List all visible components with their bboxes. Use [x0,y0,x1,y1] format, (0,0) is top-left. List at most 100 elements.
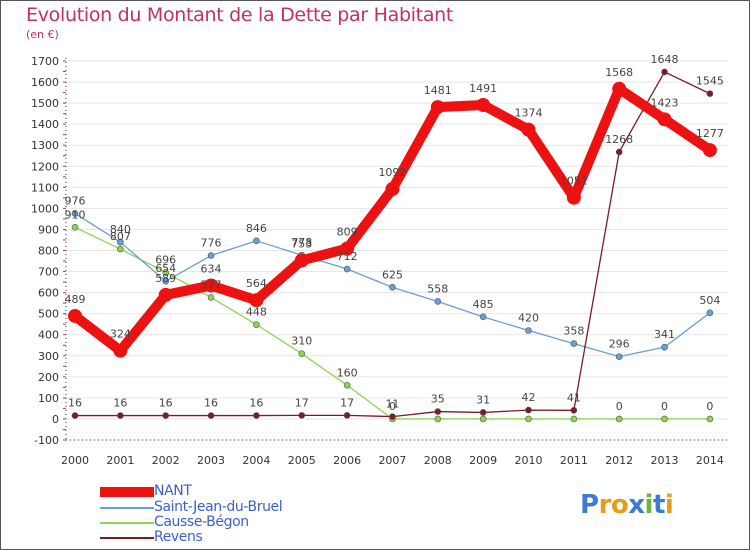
data-point-revens-2014 [706,90,714,97]
data-point-nant-2013 [657,112,672,127]
x-tick-label-4: 2004 [242,454,270,467]
data-label-saint-jean-du-bruel-2010: 420 [518,312,539,325]
y-tick-label-13: 1200 [31,160,59,173]
data-label-nant-2012: 1568 [605,66,633,79]
logo-letter: r [598,490,612,520]
data-point-revens-2004 [253,412,260,419]
data-label-revens-2000: 16 [68,397,82,410]
data-point-causse-begon-2009 [479,415,487,423]
data-label-causse-begon-2014: 0 [706,400,713,413]
data-label-revens-2007: 11 [385,398,399,411]
x-tick-label-9: 2009 [469,454,497,467]
data-point-causse-begon-2004 [253,321,260,328]
data-label-revens-2003: 16 [204,397,218,410]
data-label-revens-2012: 1268 [605,133,633,146]
data-point-causse-begon-2006 [343,381,351,389]
legend-swatch-revens [100,537,154,539]
x-tick-label-5: 2005 [288,454,316,467]
data-point-saint-jean-du-bruel-2012 [615,353,623,360]
x-tick-label-8: 2008 [424,454,452,467]
data-point-saint-jean-du-bruel-2000 [71,210,79,217]
data-point-nant-2012 [612,81,627,96]
data-label-nant-2007: 1092 [378,166,406,179]
data-point-revens-2013 [661,68,668,76]
x-tick-label-10: 2010 [515,454,543,467]
y-tick-label-8: 700 [38,266,59,279]
y-tick-label-5: 400 [38,329,59,342]
data-label-nant-2002: 589 [155,272,176,285]
data-point-nant-2000 [68,308,82,323]
legend-swatch-nant [100,487,154,497]
data-point-revens-2009 [479,409,487,416]
data-label-saint-jean-du-bruel-2001: 840 [110,223,131,236]
data-label-nant-2013: 1423 [651,96,679,109]
data-point-nant-2009 [476,98,491,113]
data-label-nant-2008: 1481 [424,84,452,97]
data-point-revens-2000 [71,412,79,419]
legend-swatch-saint-jean [100,507,154,509]
chart-title: Evolution du Montant de la Dette par Hab… [26,4,454,26]
data-point-revens-2010 [525,406,532,414]
data-label-causse-begon-2003: 577 [201,278,222,291]
x-tick-label-2: 2002 [152,454,180,467]
data-label-revens-2006: 17 [340,396,354,409]
data-point-causse-begon-2011 [570,415,578,423]
data-label-saint-jean-du-bruel-2002: 654 [155,262,176,275]
data-point-saint-jean-du-bruel-2006 [343,265,351,273]
data-label-nant-2000: 489 [65,293,86,306]
legend-label-revens: Revens [154,529,203,545]
data-label-saint-jean-du-bruel-2007: 625 [382,268,403,281]
data-label-saint-jean-du-bruel-2009: 485 [473,298,494,311]
y-tick-label-7: 600 [38,287,59,300]
data-point-revens-2003 [207,412,215,419]
x-tick-label-7: 2007 [378,454,406,467]
data-point-saint-jean-du-bruel-2002 [162,277,169,285]
data-label-saint-jean-du-bruel-2008: 558 [427,282,448,295]
data-label-saint-jean-du-bruel-2003: 776 [201,237,222,250]
data-label-nant-2005: 753 [291,237,312,250]
data-point-nant-2007 [385,182,400,197]
data-label-saint-jean-du-bruel-2014: 504 [699,294,720,307]
y-tick-label-4: 300 [38,350,59,363]
y-tick-label-9: 800 [38,245,59,258]
data-point-revens-2011 [570,407,578,414]
data-label-nant-2011: 1051 [560,175,588,188]
data-point-nant-2008 [430,100,445,115]
y-tick-label-12: 1100 [31,181,59,194]
data-point-saint-jean-du-bruel-2011 [570,340,578,347]
data-point-saint-jean-du-bruel-2008 [434,298,442,305]
data-label-revens-2008: 35 [431,393,445,406]
data-label-saint-jean-du-bruel-2005: 778 [291,236,312,249]
legend-label-saint-jean: Saint-Jean-du-Bruel [154,499,283,515]
data-label-causse-begon-2002: 696 [155,253,176,266]
data-label-nant-2001: 324 [110,328,131,341]
series-line-revens [74,71,711,418]
series-line-nant [70,83,715,356]
data-point-saint-jean-du-bruel-2009 [479,313,487,321]
data-label-revens-2014: 1545 [696,75,724,88]
x-tick-label-0: 2000 [61,454,89,467]
data-label-revens-2010: 42 [522,391,536,404]
y-tick-label-1: 0 [52,413,59,426]
data-point-causse-begon-2010 [525,415,532,423]
data-label-saint-jean-du-bruel-2006: 712 [337,250,358,263]
data-label-saint-jean-du-bruel-2004: 846 [246,222,267,235]
data-label-revens-2004: 16 [249,397,263,410]
y-tick-label-2: 100 [38,392,59,405]
data-label-nant-2004: 564 [246,277,267,290]
data-label-saint-jean-du-bruel-2000: 976 [65,194,86,207]
data-point-saint-jean-du-bruel-2013 [661,343,668,351]
y-tick-label-0: -100 [34,434,59,447]
data-label-nant-2009: 1491 [469,82,497,95]
data-point-causse-begon-2013 [661,415,668,423]
logo-letter: x [628,490,645,520]
data-label-revens-2009: 31 [476,393,490,406]
data-label-revens-2005: 17 [295,396,309,409]
data-label-nant-2014: 1277 [696,127,724,140]
data-point-revens-2005 [298,412,306,419]
data-label-causse-begon-2000: 910 [65,208,86,221]
data-point-nant-2014 [702,143,717,158]
data-point-revens-2002 [162,412,169,419]
x-tick-label-11: 2011 [560,454,588,467]
